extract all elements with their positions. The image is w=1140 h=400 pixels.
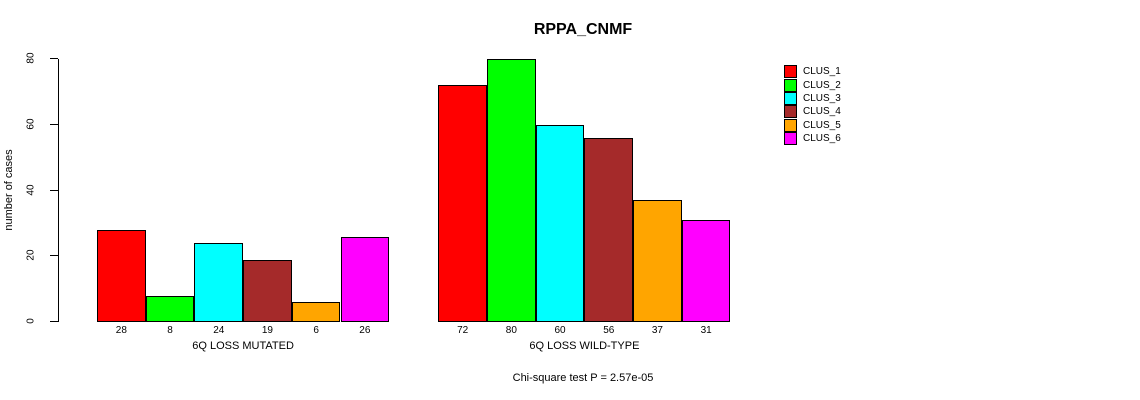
bar-value-label: 8 (167, 325, 173, 336)
chart-title: RPPA_CNMF (533, 21, 633, 38)
bar-value-label: 19 (261, 325, 273, 336)
y-tick-label: 20 (25, 249, 37, 261)
legend-item-clus_2: CLUS_2 (784, 78, 841, 92)
legend-label: CLUS_1 (803, 66, 841, 78)
y-axis-label: number of cases (3, 149, 15, 231)
y-tick-label: 60 (25, 118, 37, 130)
chi-square-annotation: Chi-square test P = 2.57e-05 (512, 372, 654, 384)
bar-clus_6-2 (681, 220, 731, 322)
bar-clus_6-1 (340, 236, 390, 322)
legend-item-clus_5: CLUS_5 (784, 118, 841, 132)
y-tick-label: 0 (25, 318, 37, 324)
legend-swatch-clus_5 (784, 118, 797, 132)
bar-value-label: 56 (603, 325, 615, 336)
y-tick-label: 40 (25, 183, 37, 196)
bar-clus_5-1 (291, 302, 341, 322)
legend-swatch-clus_3 (784, 91, 797, 105)
bar-clus_2-2 (487, 59, 536, 322)
bar-clus_1-1 (97, 229, 146, 322)
bar-clus_2-1 (145, 295, 195, 322)
legend-label: CLUS_5 (803, 119, 841, 131)
legend-swatch-clus_2 (784, 78, 797, 92)
bar-value-label: 60 (554, 325, 566, 336)
y-tick (50, 123, 58, 125)
y-tick (50, 255, 58, 257)
group-label: 6Q LOSS MUTATED (192, 340, 294, 352)
bar-value-label: 6 (313, 325, 319, 336)
legend-item-clus_1: CLUS_1 (784, 65, 841, 79)
legend-swatch-clus_4 (784, 105, 797, 119)
legend-label: CLUS_4 (803, 106, 841, 118)
bar-clus_4-2 (584, 137, 634, 322)
bar-value-label: 37 (651, 325, 663, 336)
bar-value-label: 28 (115, 325, 127, 336)
bar-clus_3-2 (535, 124, 585, 322)
bar-clus_1-2 (438, 85, 487, 322)
y-axis-line (58, 59, 59, 322)
y-tick (50, 189, 58, 191)
legend-swatch-clus_1 (784, 65, 797, 79)
bar-value-label: 80 (505, 325, 517, 336)
legend-item-clus_3: CLUS_3 (784, 91, 841, 105)
bar-clus_3-1 (194, 243, 244, 322)
bar-value-label: 72 (457, 325, 469, 336)
legend-item-clus_4: CLUS_4 (784, 105, 841, 119)
group-label: 6Q LOSS WILD-TYPE (529, 340, 640, 352)
bar-clus_5-2 (633, 200, 682, 322)
legend-label: CLUS_2 (803, 79, 841, 91)
bar-value-label: 26 (359, 325, 371, 336)
bar-clus_4-1 (243, 259, 292, 322)
legend: CLUS_1 CLUS_2 CLUS_3 CLUS_4 CLUS_5 CLUS_6 (784, 65, 841, 146)
y-tick-label: 80 (25, 52, 37, 64)
bar-value-label: 31 (700, 325, 712, 336)
y-tick (50, 58, 58, 59)
bar-value-label: 24 (213, 325, 225, 336)
y-tick (50, 321, 58, 322)
legend-item-clus_6: CLUS_6 (784, 132, 841, 146)
legend-label: CLUS_6 (803, 133, 841, 145)
legend-label: CLUS_3 (803, 92, 841, 104)
legend-swatch-clus_6 (784, 132, 797, 146)
